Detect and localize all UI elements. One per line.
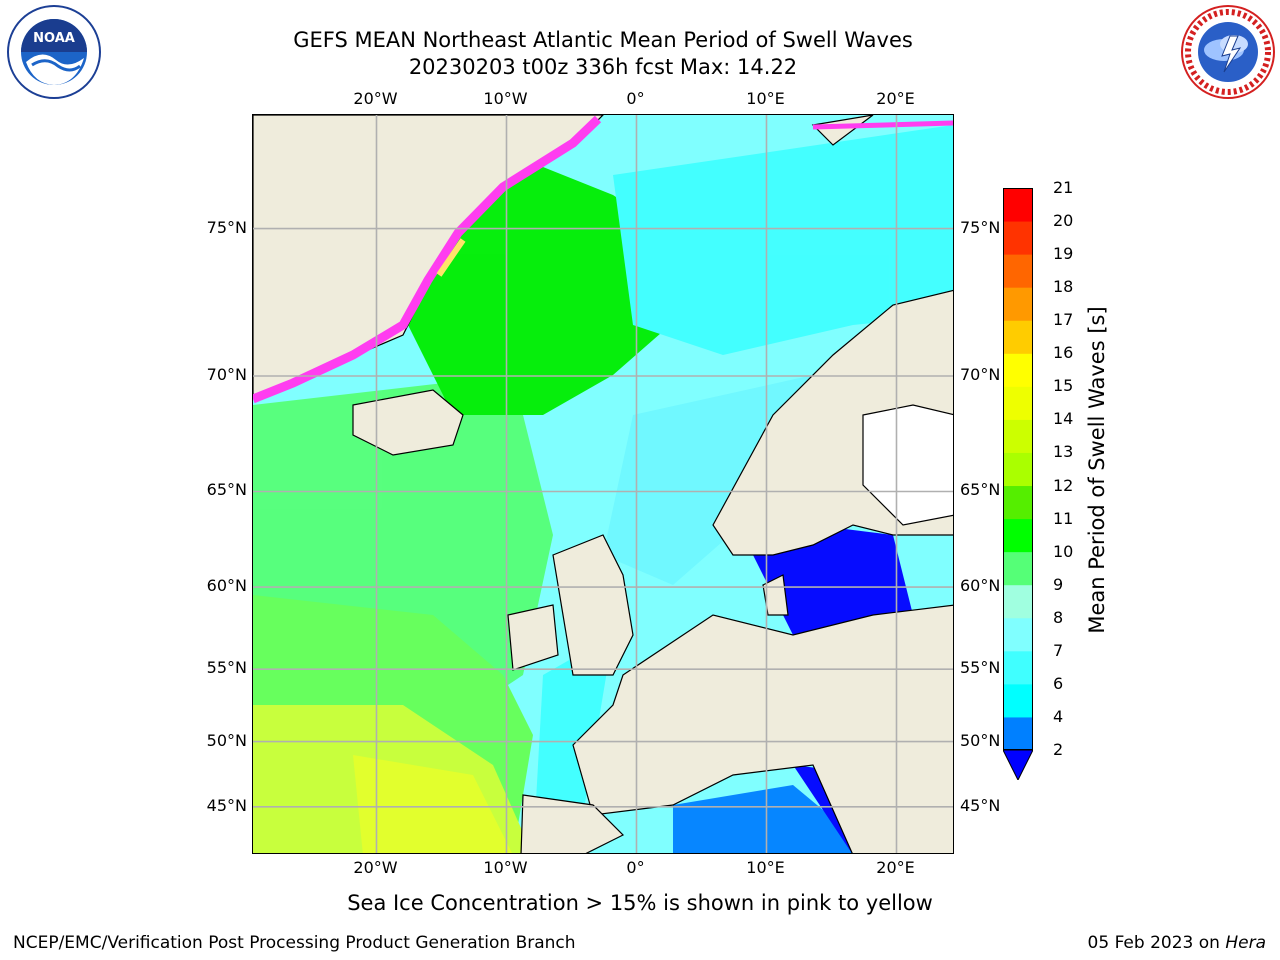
colorbar-segment: [1003, 452, 1033, 487]
colorbar-segment: [1003, 650, 1033, 685]
graticule: [253, 115, 953, 853]
land-svalbard: [811, 115, 874, 146]
colorbar-segment: [1003, 584, 1033, 619]
colorbar: [1003, 188, 1033, 780]
colorbar-segment: [1003, 683, 1033, 718]
latitude-label: 45°N: [960, 795, 1001, 815]
footer-credit: NCEP/EMC/Verification Post Processing Pr…: [13, 933, 576, 953]
sea-ice-edge-high: [436, 238, 466, 277]
colorbar-segment: [1003, 287, 1033, 321]
chart-subtitle: 20230203 t00z 336h fcst Max: 14.22: [408, 55, 798, 79]
longitude-label: 10°E: [746, 858, 785, 877]
colorbar-tick-label: 13: [1053, 442, 1074, 462]
longitude-label: 20°W: [353, 89, 398, 108]
land-iceland: [352, 389, 464, 456]
longitude-label: 0°: [626, 858, 645, 877]
colorbar-tick-label: 18: [1053, 277, 1074, 297]
nws-logo: [1181, 5, 1275, 99]
land-ireland: [507, 604, 559, 671]
colorbar-tick-label: 15: [1053, 376, 1074, 396]
colorbar-tick-label: 16: [1053, 343, 1074, 363]
latitude-label: 60°N: [206, 576, 247, 596]
colorbar-segment: [1003, 221, 1033, 255]
colorbar-segment: [1003, 485, 1033, 520]
footer-date: 05 Feb 2023 on Hera: [1088, 932, 1266, 954]
footer-host: Hera: [1225, 933, 1266, 953]
colorbar-title: Mean Period of Swell Waves [s]: [1085, 306, 1109, 634]
map-canvas: [253, 115, 953, 853]
latitude-label: 65°N: [960, 480, 1001, 500]
land-great-britain: [552, 534, 634, 676]
colorbar-tick-label: 6: [1053, 673, 1064, 693]
longitude-label: 20°W: [353, 858, 398, 877]
swell-region-mediterranean: [673, 785, 943, 853]
colorbar-tick-label: 11: [1053, 508, 1074, 528]
latitude-label: 65°N: [206, 480, 247, 500]
colorbar-tick-label: 2: [1053, 740, 1064, 759]
latitude-label: 55°N: [960, 658, 1001, 678]
colorbar-segment: [1003, 188, 1033, 222]
footer-date-text: 05 Feb 2023 on: [1087, 933, 1226, 953]
colorbar-tick-label: 10: [1053, 541, 1074, 561]
latitude-label: 55°N: [206, 658, 247, 678]
colorbar-tick-label: 14: [1053, 409, 1074, 429]
longitude-label: 10°W: [483, 858, 528, 877]
colorbar-tick-label: 7: [1053, 640, 1064, 660]
colorbar-segment: [1003, 254, 1033, 288]
colorbar-segment: [1003, 551, 1033, 586]
colorbar-extend-arrow: [1003, 749, 1033, 780]
longitude-label: 10°E: [746, 89, 785, 108]
swell-region-biscay: [533, 635, 613, 853]
longitude-label: 10°W: [483, 89, 528, 108]
latitude-label: 75°N: [960, 217, 1001, 237]
land-europe: [572, 604, 953, 853]
colorbar-tick-label: 4: [1053, 706, 1064, 726]
colorbar-segment: [1003, 353, 1033, 387]
colorbar-tick-label: 17: [1053, 310, 1074, 330]
latitude-label: 50°N: [206, 730, 247, 750]
sea-ice-edge-svalbard: [812, 120, 953, 130]
swell-region-norwegian: [603, 375, 813, 585]
chart-title: GEFS MEAN Northeast Atlantic Mean Period…: [293, 28, 913, 52]
colorbar-tick-label: 19: [1053, 244, 1074, 264]
noaa-logo-text: NOAA: [33, 31, 75, 46]
swell-region-barents: [613, 125, 953, 355]
sea-ice-edge: [253, 115, 602, 404]
colorbar-segment: [1003, 716, 1033, 751]
land-finland-gulf-ice: [862, 404, 953, 526]
latitude-label: 50°N: [960, 730, 1001, 750]
swell-region-13-14s: [353, 755, 512, 853]
map-panel: [252, 114, 954, 854]
colorbar-tick-label: 21: [1053, 178, 1074, 197]
latitude-label: 60°N: [960, 576, 1001, 596]
colorbar-segment: [1003, 518, 1033, 553]
longitude-label: 0°: [626, 89, 645, 108]
longitude-label: 20°E: [876, 89, 915, 108]
colorbar-segment: [1003, 617, 1033, 652]
colorbar-segment: [1003, 386, 1033, 420]
latitude-label: 70°N: [206, 364, 247, 384]
longitude-label: 20°E: [876, 858, 915, 877]
colorbar-segment: [1003, 419, 1033, 453]
colorbar-outline: [1003, 188, 1033, 750]
colorbar-tick-label: 12: [1053, 475, 1074, 495]
colorbar-segment: [1003, 320, 1033, 354]
latitude-label: 45°N: [206, 795, 247, 815]
colorbar-tick-label: 20: [1053, 211, 1074, 231]
colorbar-tick-label: 8: [1053, 607, 1064, 627]
latitude-label: 75°N: [206, 217, 247, 237]
colorbar-tick-label: 9: [1053, 574, 1064, 594]
noaa-logo: NOAA: [7, 5, 101, 99]
land-masses: [253, 115, 953, 853]
latitude-label: 70°N: [960, 364, 1001, 384]
land-iberia: [520, 794, 625, 853]
sea-ice-note: Sea Ice Concentration > 15% is shown in …: [347, 891, 933, 915]
